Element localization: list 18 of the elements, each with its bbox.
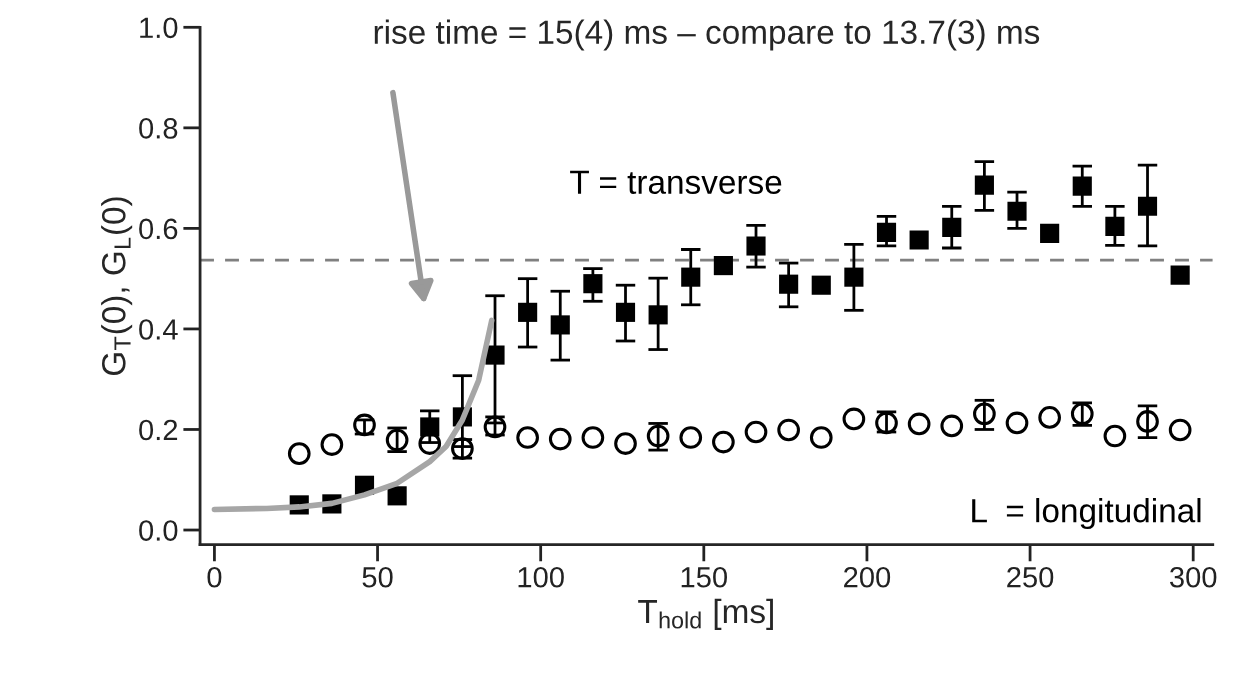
x-axis-title: T$_{hold}$ [ms] [638, 598, 773, 630]
x-tick-label: 50 [362, 566, 393, 588]
x-tick-label: 0 [207, 566, 222, 588]
annotation: rise time = 15(4) ms – compare to 13.7(3) ms [374, 19, 1040, 51]
series-label: T = transverse [570, 170, 782, 195]
x-tick-label: 200 [844, 566, 891, 588]
x-tick-label: 250 [1007, 566, 1054, 588]
x-tick-label: 100 [518, 566, 564, 588]
x-tick-label: 150 [681, 566, 727, 588]
x-tick-label: 300 [1169, 566, 1217, 588]
y-tick-label: 0.4 [139, 319, 178, 340]
y-tick-label: 0.6 [139, 218, 178, 240]
y-tick-label: 0.0 [139, 520, 178, 541]
y-tick-label: 0.2 [139, 419, 178, 441]
y-tick-label: 1.0 [140, 17, 178, 39]
y-tick-label: 0.8 [139, 118, 178, 139]
y-axis-title: G$_{T}$(0), G$_{L}$(0) [101, 197, 133, 376]
series-label: L = longitudinal [972, 498, 1201, 530]
